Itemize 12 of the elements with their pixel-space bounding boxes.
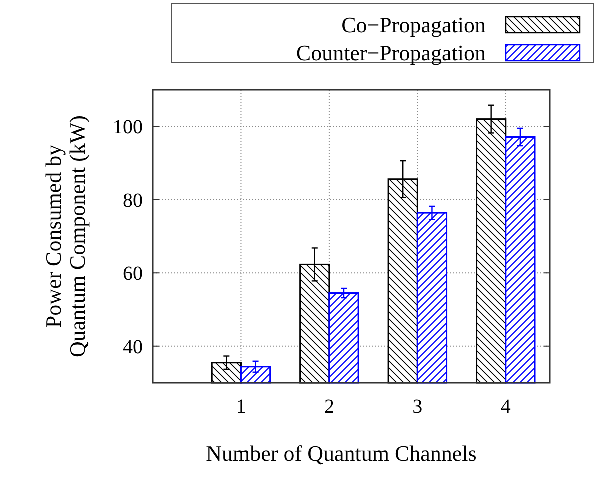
x-tick-label: 2 xyxy=(324,396,334,418)
y-tick-label: 80 xyxy=(123,190,143,212)
y-axis-title: Power Consumed by Quantum Component (kW) xyxy=(41,116,90,358)
x-tick-label: 3 xyxy=(412,396,423,418)
x-axis-title: Number of Quantum Channels xyxy=(206,441,477,466)
legend-label: Co−Propagation xyxy=(342,12,486,38)
y-tick-label: 60 xyxy=(123,263,143,286)
y-tick-label: 40 xyxy=(123,336,143,358)
legend-label: Counter−Propagation xyxy=(296,40,486,66)
x-tick-label: 4 xyxy=(500,396,511,418)
x-tick-label: 1 xyxy=(236,396,246,418)
y-tick-label: 100 xyxy=(113,116,143,139)
